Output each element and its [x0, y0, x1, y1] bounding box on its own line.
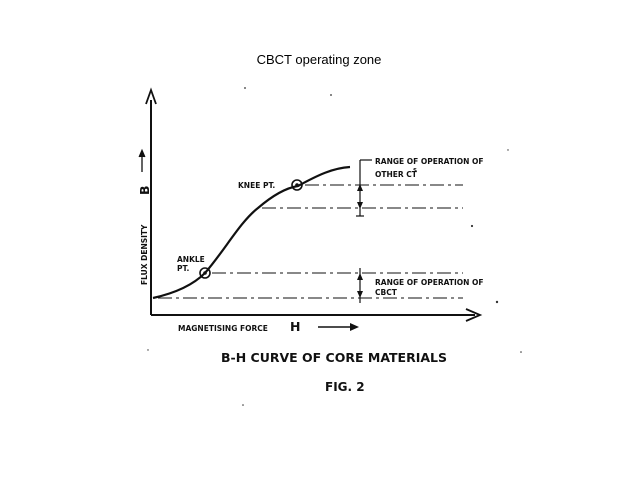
- ankle-point-dot: [203, 271, 207, 275]
- ankle-point-label-pt: PT.: [177, 264, 189, 273]
- x-axis-arrow-icon: [465, 308, 483, 322]
- other-ct-range-label-line2: OTHER CT: [375, 170, 418, 179]
- ankle-point-marker: [199, 267, 211, 279]
- knee-point-dot: [295, 183, 299, 187]
- cbct-range-down-arrow-icon: [357, 291, 363, 298]
- other-ct-range-up-arrow-icon: [357, 184, 363, 191]
- cbct-range-up-arrow-icon: [357, 273, 363, 280]
- ankle-point-label: ANKLE: [177, 255, 205, 264]
- y-axis-arrow-icon: [145, 87, 157, 105]
- other-ct-range-superscript: S: [413, 168, 417, 174]
- figure-number: FIG. 2: [325, 380, 365, 394]
- x-axis-label-arrow-icon: [350, 323, 359, 331]
- knee-point-label: KNEE PT.: [238, 181, 275, 190]
- y-axis-label-arrow-icon: [138, 148, 146, 158]
- knee-point-marker: [291, 179, 303, 191]
- x-axis-symbol: H: [290, 319, 300, 334]
- diagram-caption: B-H CURVE OF CORE MATERIALS: [221, 350, 447, 365]
- other-ct-range-down-arrow-icon: [357, 202, 363, 209]
- y-axis-symbol: B: [137, 185, 152, 195]
- slide-title: CBCT operating zone: [256, 52, 382, 67]
- cbct-range-label: RANGE OF OPERATION OF: [375, 278, 484, 287]
- y-axis-label: FLUX DENSITY: [140, 224, 149, 285]
- x-axis-label: MAGNETISING FORCE: [178, 324, 268, 333]
- bh-curve: [152, 165, 351, 300]
- cbct-range-label-line2: CBCT: [375, 288, 398, 297]
- other-ct-range-label: RANGE OF OPERATION OF: [375, 157, 484, 166]
- scan-specks: [147, 87, 522, 406]
